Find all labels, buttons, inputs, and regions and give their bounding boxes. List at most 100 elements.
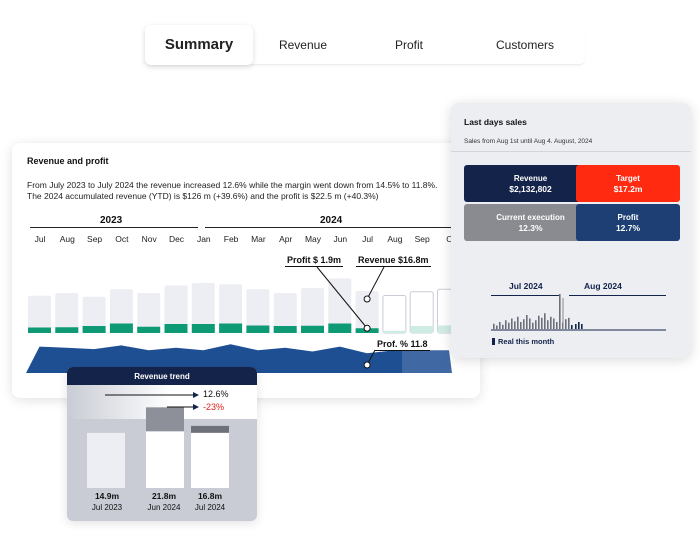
kpi-revenue[interactable]: Revenue $2,132,802 <box>464 165 597 202</box>
daily-sales-bar[interactable] <box>526 315 528 329</box>
daily-sales-bar[interactable] <box>511 318 513 330</box>
daily-sales-bar[interactable] <box>547 320 549 329</box>
card-description: From July 2023 to July 2024 the revenue … <box>27 180 438 201</box>
mini-divider-jul <box>491 295 559 296</box>
month-label: Apr <box>279 234 293 244</box>
profit-bar[interactable] <box>82 326 106 333</box>
tab-summary[interactable]: Summary <box>145 24 253 65</box>
sales-title: Last days sales <box>464 117 527 127</box>
revenue-bar[interactable] <box>191 283 215 333</box>
daily-sales-bar[interactable] <box>523 319 525 329</box>
daily-sales-bar[interactable] <box>565 319 567 329</box>
month-label: Sep <box>414 234 430 244</box>
profit-bar[interactable] <box>301 325 324 333</box>
month-label: Aug <box>387 234 403 244</box>
kpi-profit-label: Profit <box>617 212 639 222</box>
revenue-bar[interactable] <box>246 289 270 333</box>
daily-sales-bar[interactable] <box>541 317 543 329</box>
daily-sales-bar[interactable] <box>550 316 552 329</box>
revenue-bar[interactable] <box>164 285 188 334</box>
trend-bar[interactable] <box>87 432 125 488</box>
revenue-bar[interactable] <box>28 295 51 333</box>
revenue-trend-card: Revenue trend 12.6% -23% 14.9m Jul 2023 … <box>67 367 257 521</box>
daily-sales-bar[interactable] <box>538 315 540 329</box>
down-arrow-icon <box>193 404 199 410</box>
profit-bar[interactable] <box>273 326 297 333</box>
profit-bar[interactable] <box>246 325 270 334</box>
trend-bar-delta <box>191 425 229 433</box>
revenue-bar[interactable] <box>82 296 106 333</box>
daily-sales-bar[interactable] <box>496 325 498 330</box>
daily-sales-bar[interactable] <box>559 294 561 329</box>
daily-sales-bar[interactable] <box>517 316 519 329</box>
pct-marker <box>363 361 371 369</box>
profit-bar[interactable] <box>164 324 188 333</box>
card-title: Revenue and profit <box>27 156 109 166</box>
tab-revenue[interactable]: Revenue <box>278 37 328 52</box>
trend-period-3: Jul 2024 <box>194 503 226 512</box>
daily-sales-bar[interactable] <box>556 322 558 329</box>
revenue-marker <box>363 295 371 303</box>
daily-sales-bar[interactable] <box>529 318 531 330</box>
revenue-bar[interactable] <box>55 293 79 333</box>
revenue-bar[interactable] <box>382 295 407 334</box>
year-divider-2024 <box>205 227 480 228</box>
profit-bar[interactable] <box>191 324 215 333</box>
daily-sales-bar[interactable] <box>544 313 546 329</box>
profit-pct-callout: Prof. % 11.8 <box>375 338 430 351</box>
profit-bar[interactable] <box>219 323 243 334</box>
profit-bar[interactable] <box>328 323 352 334</box>
daily-sales-bar[interactable] <box>532 322 534 329</box>
daily-sales-bar[interactable] <box>514 321 516 329</box>
daily-sales-bar[interactable] <box>505 320 507 329</box>
profit-bar[interactable] <box>55 327 79 333</box>
profit-bar[interactable] <box>28 327 51 334</box>
revenue-trend-chart <box>87 392 229 488</box>
month-label: Nov <box>141 234 157 244</box>
year-divider-2023 <box>30 227 198 228</box>
tab-customers[interactable]: Customers <box>495 37 554 52</box>
revenue-bar[interactable] <box>301 288 324 333</box>
daily-sales-bar-current[interactable] <box>575 324 577 329</box>
trend-bar[interactable] <box>191 425 229 488</box>
revenue-bar[interactable] <box>328 278 352 334</box>
daily-sales-bar[interactable] <box>520 322 522 329</box>
tab-bar: Summary Revenue Profit Customers <box>145 24 585 65</box>
revenue-profit-card: Revenue and profit From July 2023 to Jul… <box>12 143 480 398</box>
month-label: Mar <box>251 234 266 244</box>
daily-sales-bar-current[interactable] <box>571 325 573 329</box>
sales-divider <box>451 151 691 152</box>
profit-bar[interactable] <box>109 323 133 334</box>
daily-sales-bar[interactable] <box>502 324 504 329</box>
revenue-bar[interactable] <box>219 284 243 333</box>
kpi-profit[interactable]: Profit 12.7% <box>576 204 680 241</box>
revenue-bar[interactable] <box>109 289 133 333</box>
profit-bar[interactable] <box>410 326 434 333</box>
sales-subtitle: Sales from Aug 1st until Aug 4. August, … <box>464 138 593 145</box>
mini-month-jul: Jul 2024 <box>509 281 543 291</box>
daily-sales-chart <box>491 294 666 331</box>
kpi-target[interactable]: Target $17.2m <box>576 165 680 202</box>
tab-profit[interactable]: Profit <box>394 37 423 52</box>
daily-sales-bar[interactable] <box>553 318 555 330</box>
daily-sales-bar[interactable] <box>499 322 501 329</box>
real-month-legend: Real this month <box>492 337 554 346</box>
profit-bar[interactable] <box>137 326 161 333</box>
profit-bar[interactable] <box>437 325 461 334</box>
daily-sales-bar-current[interactable] <box>578 322 580 329</box>
revenue-bar[interactable] <box>355 291 379 333</box>
kpi-current-execution[interactable]: Current execution 12.3% <box>464 204 597 241</box>
daily-sales-bar[interactable] <box>535 320 537 329</box>
up-arrow-icon <box>193 392 199 398</box>
daily-sales-bar-current[interactable] <box>581 324 583 329</box>
daily-sales-bar[interactable] <box>493 323 495 329</box>
profit-bar[interactable] <box>382 330 406 333</box>
daily-sales-bar[interactable] <box>568 317 570 329</box>
revenue-bar[interactable] <box>137 293 161 333</box>
month-label: Sep <box>87 234 103 244</box>
daily-sales-bar[interactable] <box>508 322 510 329</box>
revenue-bar[interactable] <box>273 293 297 333</box>
kpi-revenue-label: Revenue <box>513 173 548 183</box>
trend-period-1: Jul 2023 <box>91 503 123 512</box>
